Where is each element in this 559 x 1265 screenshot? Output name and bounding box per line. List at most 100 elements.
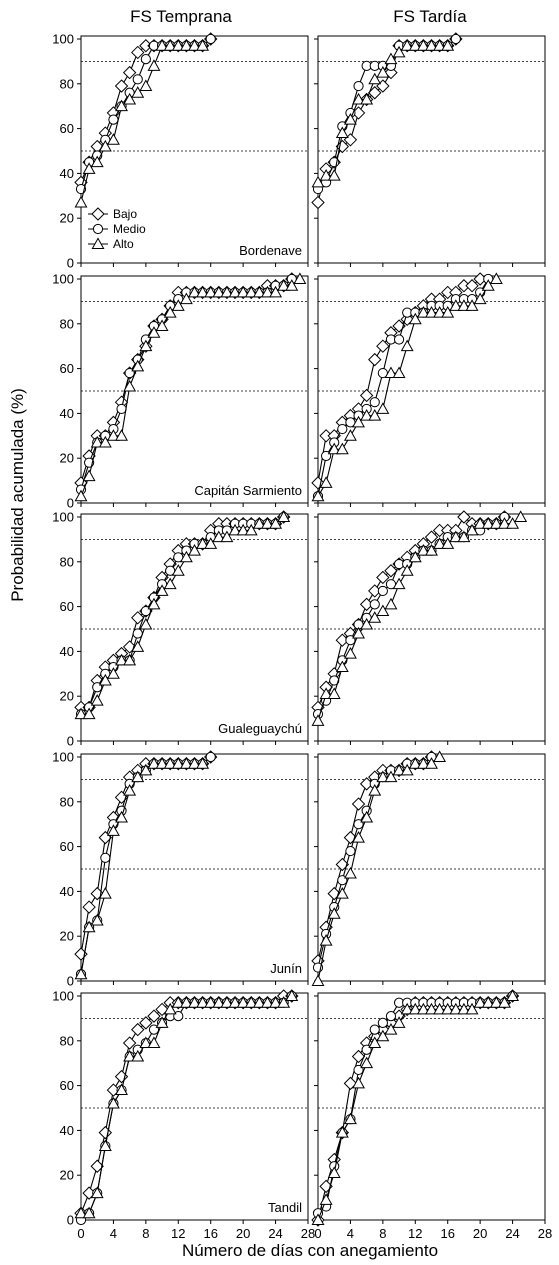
data-point-triangle [392, 45, 406, 58]
data-point-triangle [155, 584, 169, 596]
data-point-triangle [244, 996, 258, 1008]
data-point-diamond [457, 510, 471, 524]
x-tick-label: 16 [440, 1226, 454, 1241]
site-label: Gualeguaychú [218, 721, 302, 736]
data-point-triangle [74, 195, 88, 208]
data-point-triangle [277, 996, 291, 1008]
data-point-triangle [425, 757, 438, 769]
data-point-triangle [311, 1213, 325, 1225]
data-point-diamond [376, 339, 390, 353]
site-label: Bordenave [239, 243, 302, 258]
series-alto [74, 989, 299, 1219]
data-point-triangle [277, 279, 291, 291]
data-point-triangle [473, 292, 487, 305]
y-tick-label: 20 [60, 451, 74, 466]
data-point-diamond [351, 1049, 366, 1064]
data-point-triangle [115, 99, 128, 112]
data-point-triangle [171, 996, 185, 1008]
data-point-triangle [400, 339, 414, 352]
data-point-triangle [171, 564, 185, 576]
data-point-circle [353, 80, 364, 92]
data-point-triangle [163, 1002, 177, 1015]
data-point-circle [205, 751, 216, 763]
data-point-triangle [433, 750, 447, 762]
data-point-triangle [392, 1016, 406, 1028]
data-point-triangle [343, 113, 357, 125]
data-point-triangle [335, 442, 349, 455]
column-header-late: FS Tardía [393, 7, 467, 26]
data-point-triangle [123, 783, 137, 796]
data-point-triangle [441, 305, 455, 318]
data-point-triangle [171, 299, 185, 311]
data-point-triangle [131, 359, 145, 372]
series-medio [75, 751, 216, 980]
y-tick-label: 0 [67, 496, 74, 511]
data-point-triangle [433, 1002, 447, 1015]
data-point-triangle [115, 1083, 128, 1096]
data-point-triangle [171, 757, 185, 769]
data-point-triangle [155, 39, 169, 51]
y-tick-label: 60 [60, 839, 74, 854]
data-point-triangle [416, 757, 430, 769]
data-point-diamond [131, 45, 145, 60]
data-point-triangle [408, 39, 422, 51]
series-bajo [74, 272, 299, 490]
data-point-diamond [359, 388, 374, 403]
data-point-triangle [147, 1036, 161, 1049]
series-alto [311, 989, 520, 1225]
data-point-triangle [457, 299, 471, 311]
x-tick-label: 12 [171, 1226, 185, 1241]
data-point-triangle [384, 597, 398, 610]
data-point-triangle [311, 714, 325, 726]
data-point-triangle [212, 530, 226, 543]
data-point-triangle [335, 660, 349, 673]
series-medio [75, 273, 297, 495]
data-point-triangle [115, 653, 128, 666]
x-tick-label: 16 [203, 1226, 217, 1241]
data-point-triangle [416, 543, 430, 556]
data-point-diamond [368, 352, 382, 367]
y-tick-label: 80 [60, 554, 74, 569]
data-point-triangle [433, 39, 447, 51]
data-point-circle [385, 1011, 397, 1022]
data-point-triangle [179, 757, 193, 769]
data-point-triangle [171, 39, 185, 51]
legend-diamond-marker [91, 207, 105, 221]
panel-frame [80, 992, 309, 1221]
data-point-triangle [311, 489, 325, 502]
x-tick-label: 8 [379, 1226, 386, 1241]
data-point-triangle [376, 1029, 390, 1042]
series-medio [75, 33, 216, 195]
data-point-triangle [163, 577, 177, 590]
data-point-triangle [343, 647, 357, 659]
data-point-diamond [311, 195, 325, 210]
data-point-triangle [425, 543, 438, 556]
x-tick-label: 24 [505, 1226, 519, 1241]
data-point-triangle [327, 169, 341, 181]
data-point-circle [369, 397, 380, 408]
data-point-triangle [269, 517, 283, 529]
data-point-triangle [319, 687, 333, 699]
data-point-diamond [351, 797, 366, 811]
data-point-triangle [400, 564, 414, 576]
legend-label: Bajo [113, 207, 137, 221]
y-tick-label: 100 [52, 272, 74, 287]
data-point-triangle [139, 1036, 153, 1049]
data-point-triangle [506, 989, 520, 1001]
data-point-triangle [131, 1049, 145, 1062]
data-point-triangle [319, 1193, 333, 1205]
data-point-triangle [327, 442, 341, 455]
panel-capitan-sarmiento-late [311, 272, 546, 507]
y-tick-label: 40 [60, 644, 74, 659]
data-point-triangle [514, 510, 528, 522]
y-tick-label: 100 [52, 32, 74, 47]
data-point-triangle [252, 996, 266, 1008]
y-tick-label: 60 [60, 1078, 74, 1093]
data-point-triangle [352, 92, 365, 105]
site-label: Junín [270, 961, 302, 976]
series-line [80, 278, 293, 483]
data-point-triangle [400, 39, 414, 51]
data-point-triangle [416, 305, 430, 318]
panel-frame [80, 35, 309, 264]
data-point-triangle [244, 523, 258, 536]
